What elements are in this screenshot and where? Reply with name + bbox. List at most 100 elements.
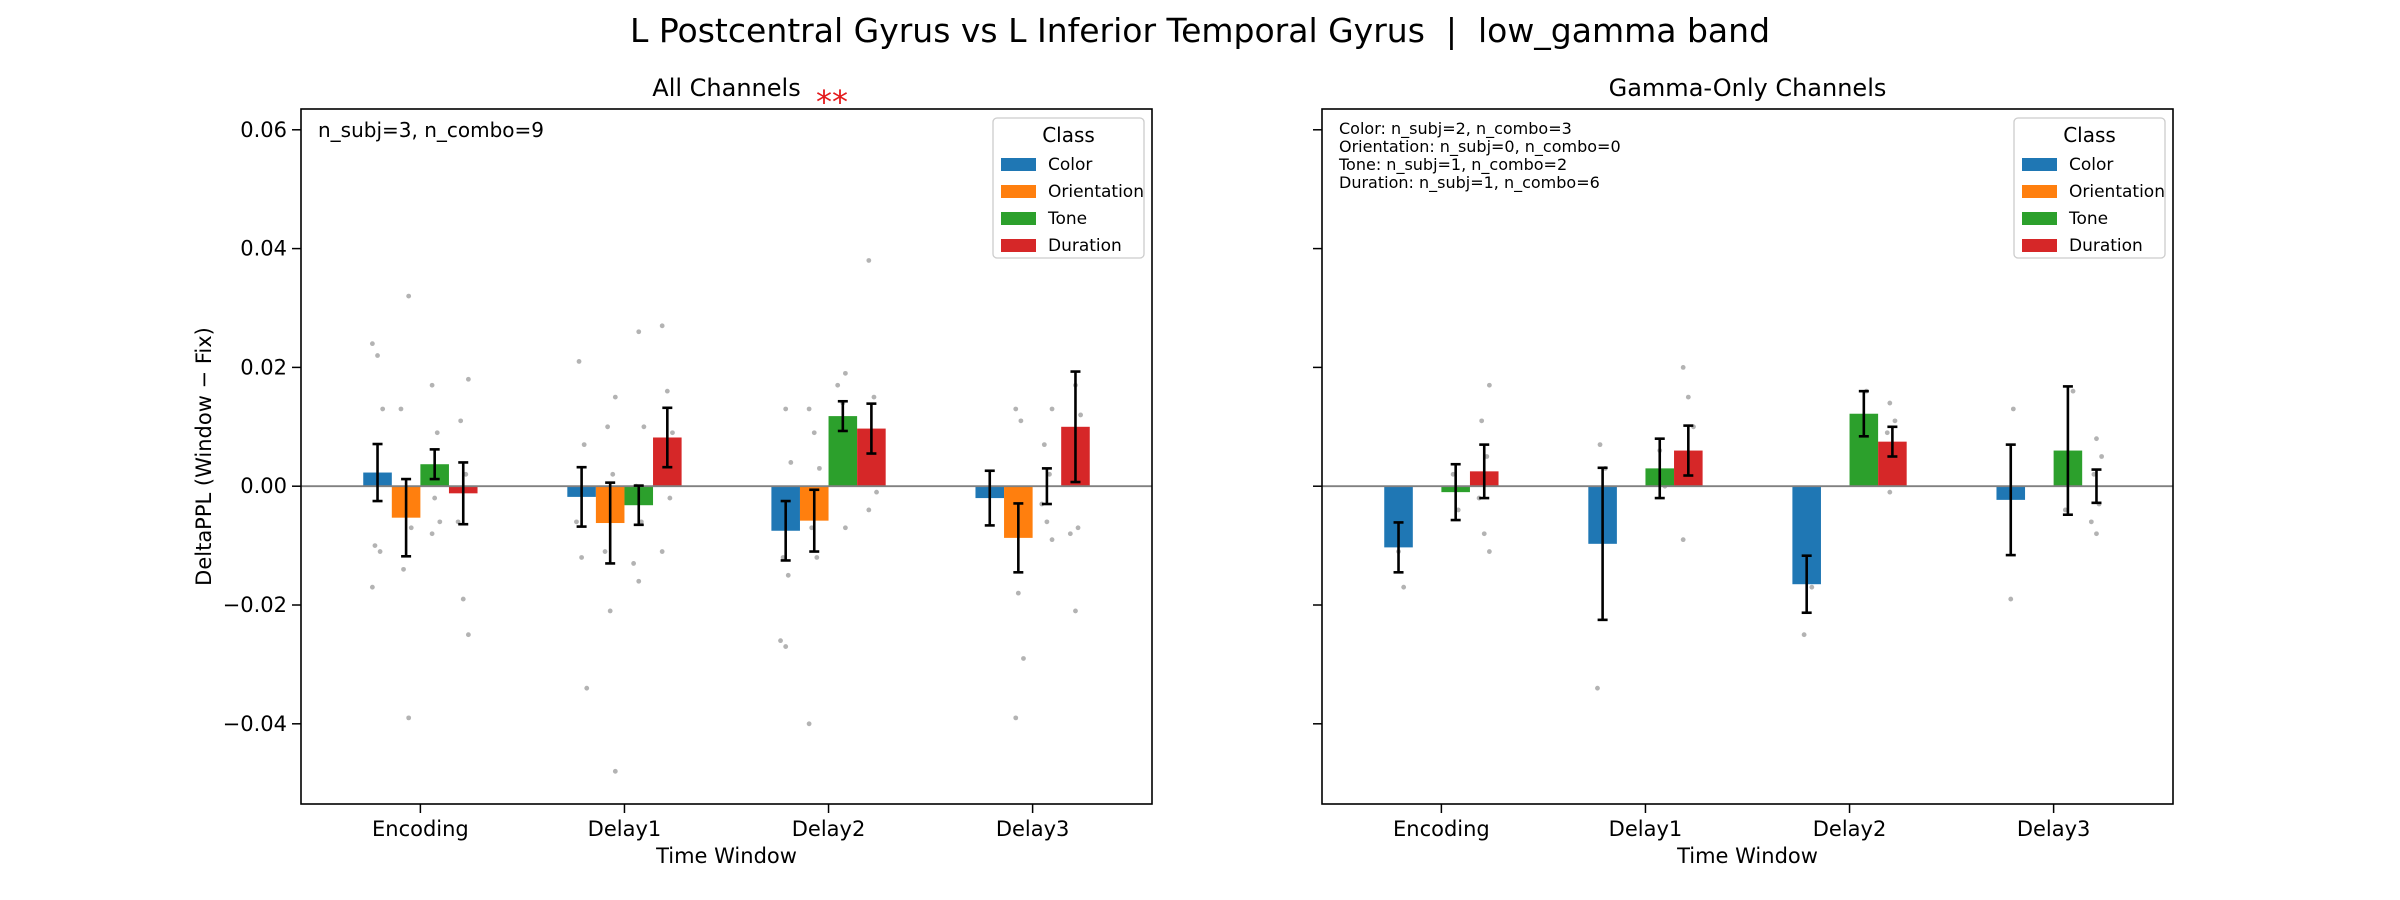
error-bar bbox=[984, 469, 995, 527]
x-axis-label: Time Window bbox=[655, 844, 797, 868]
data-point bbox=[2010, 406, 2016, 412]
data-point bbox=[842, 370, 848, 376]
data-point bbox=[408, 525, 414, 531]
error-bar bbox=[1858, 389, 1869, 438]
data-point bbox=[866, 258, 872, 263]
error-bar bbox=[576, 465, 587, 528]
annotation-text: Tone: n_subj=1, n_combo=2 bbox=[1338, 155, 1567, 175]
data-point bbox=[1884, 430, 1890, 436]
data-point bbox=[1049, 406, 1055, 412]
data-point bbox=[406, 293, 412, 299]
legend: Class Color Orientation Tone Duration bbox=[992, 117, 1145, 259]
data-point bbox=[1018, 418, 1024, 424]
data-point bbox=[434, 430, 440, 436]
legend-entry: Duration bbox=[1048, 236, 1122, 256]
data-point bbox=[780, 555, 786, 560]
error-bar bbox=[837, 399, 848, 433]
error-bar bbox=[1041, 467, 1052, 506]
legend-entry: Duration bbox=[2069, 236, 2143, 256]
data-point bbox=[1049, 537, 1055, 543]
data-point bbox=[607, 608, 613, 614]
data-point bbox=[1801, 632, 1807, 638]
x-tick-label: Encoding bbox=[1393, 817, 1490, 841]
data-point bbox=[581, 442, 587, 448]
data-point bbox=[1887, 489, 1893, 495]
data-point bbox=[1075, 525, 1081, 531]
panel-title: Gamma-Only Channels bbox=[1609, 74, 1887, 102]
data-point bbox=[1041, 442, 1047, 448]
data-point bbox=[1047, 471, 1052, 477]
data-point bbox=[2094, 436, 2099, 442]
error-bar bbox=[1597, 466, 1608, 622]
data-point bbox=[458, 418, 464, 424]
data-point bbox=[874, 489, 879, 495]
data-point bbox=[1078, 412, 1084, 418]
data-point bbox=[375, 353, 380, 358]
data-point bbox=[369, 584, 375, 590]
chart-panel-2: Encoding Delay1 Delay2 Delay3 Gamma-Only Cha… bbox=[1313, 74, 2174, 868]
legend-swatch bbox=[1001, 239, 1036, 252]
data-point bbox=[576, 359, 582, 364]
data-point bbox=[1067, 531, 1073, 537]
data-point bbox=[1013, 406, 1019, 412]
data-point bbox=[1073, 608, 1078, 614]
data-point bbox=[2088, 519, 2094, 525]
data-point bbox=[1479, 418, 1485, 424]
data-point bbox=[437, 519, 443, 525]
error-bar bbox=[1450, 462, 1461, 522]
error-bar bbox=[780, 499, 791, 562]
data-point bbox=[465, 376, 471, 382]
error-bar bbox=[2091, 468, 2102, 505]
legend-swatch bbox=[1001, 212, 1036, 225]
data-point bbox=[612, 768, 618, 774]
x-tick-label: Delay3 bbox=[996, 817, 1070, 841]
error-bar bbox=[1070, 370, 1081, 484]
axes-frame bbox=[1321, 108, 2174, 805]
y-tick-label: −0.04 bbox=[223, 712, 287, 736]
legend-swatch bbox=[1001, 158, 1036, 171]
data-point bbox=[460, 596, 466, 602]
data-point bbox=[1680, 364, 1686, 370]
x-tick-label: Delay2 bbox=[1813, 817, 1887, 841]
data-point bbox=[406, 715, 412, 721]
data-point bbox=[1597, 442, 1603, 448]
error-bar bbox=[1683, 424, 1694, 477]
error-bar bbox=[1479, 443, 1490, 500]
error-bar bbox=[372, 442, 383, 503]
error-bar bbox=[429, 448, 440, 481]
data-point bbox=[2091, 471, 2097, 477]
error-bar bbox=[866, 402, 877, 455]
annotation-text: Orientation: n_subj=0, n_combo=0 bbox=[1339, 137, 1621, 157]
legend-swatch bbox=[1001, 185, 1036, 198]
data-point bbox=[785, 572, 791, 578]
data-point bbox=[866, 507, 872, 513]
error-bar bbox=[1887, 425, 1898, 458]
panel-title: All Channels bbox=[652, 74, 800, 102]
data-point bbox=[2008, 596, 2014, 602]
data-point bbox=[579, 555, 585, 560]
y-tick-label: 0.00 bbox=[240, 474, 287, 498]
data-point bbox=[778, 638, 783, 644]
error-bar bbox=[401, 477, 412, 558]
data-point bbox=[465, 632, 471, 638]
data-point bbox=[372, 543, 378, 549]
legend-entry: Tone bbox=[1047, 209, 1087, 229]
legend-swatch bbox=[2022, 185, 2057, 198]
x-tick-label: Delay1 bbox=[1609, 817, 1683, 841]
data-point bbox=[377, 549, 383, 554]
data-point bbox=[1484, 454, 1490, 459]
data-point bbox=[1809, 584, 1815, 590]
legend: Class Color Orientation Tone Duration bbox=[2013, 117, 2166, 259]
annotation-text: n_subj=3, n_combo=9 bbox=[318, 118, 544, 142]
legend-entry: Orientation bbox=[2069, 182, 2165, 202]
data-point bbox=[664, 388, 670, 394]
legend-swatch bbox=[2022, 239, 2057, 252]
data-point bbox=[1401, 584, 1407, 590]
data-point bbox=[816, 465, 822, 471]
data-point bbox=[429, 382, 435, 388]
data-point bbox=[1685, 394, 1691, 400]
data-point bbox=[641, 424, 647, 430]
annotation-text: Duration: n_subj=1, n_combo=6 bbox=[1339, 173, 1600, 193]
x-tick-label: Delay2 bbox=[792, 817, 866, 841]
